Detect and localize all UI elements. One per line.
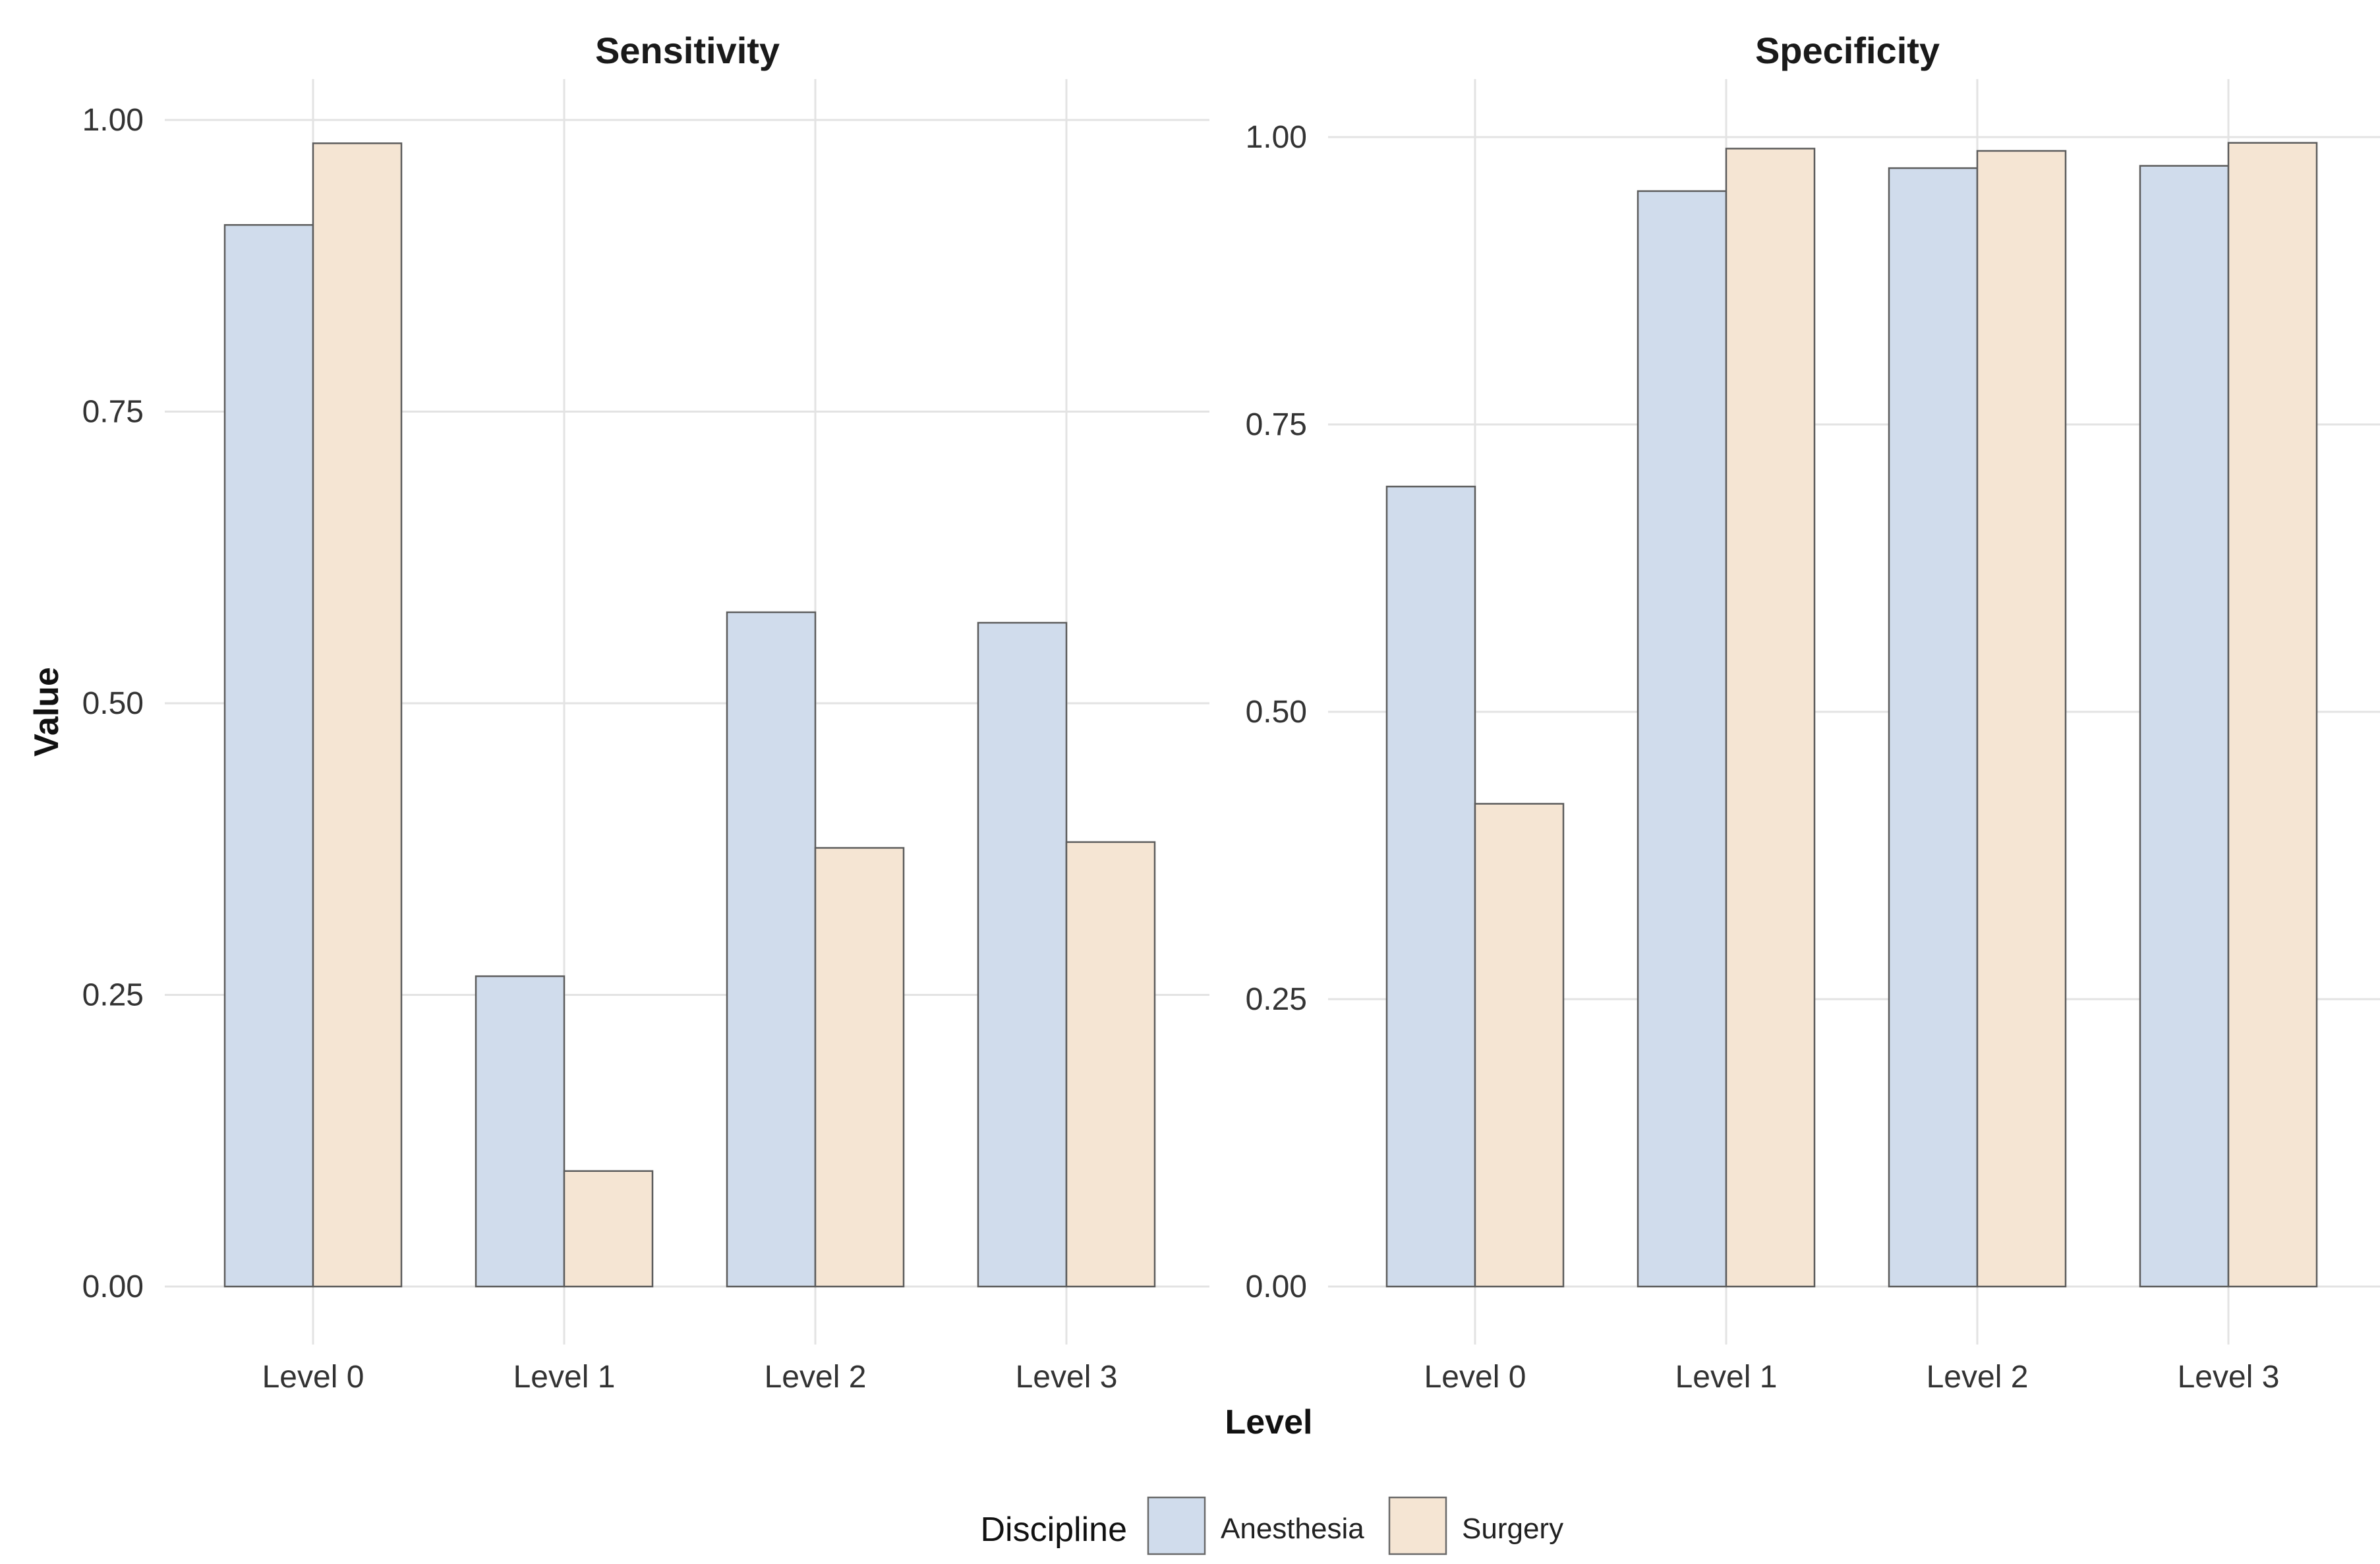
specificity-bar-anesthesia-level-0 bbox=[1385, 485, 1476, 1288]
sensitivity-y-tick-label: 0.50 bbox=[82, 686, 144, 721]
specificity-bar-anesthesia-level-1 bbox=[1637, 190, 1727, 1288]
legend-key-anesthesia bbox=[1147, 1496, 1206, 1555]
sensitivity-y-tick-label: 0.25 bbox=[82, 978, 144, 1013]
specificity-y-ticks: 0.00 0.25 0.50 0.75 1.00 bbox=[1246, 120, 1307, 1304]
legend-title: Discipline bbox=[980, 1511, 1127, 1549]
specificity-x-tick-label: Level 0 bbox=[1424, 1360, 1526, 1395]
sensitivity-panel-title: Sensitivity bbox=[595, 30, 780, 71]
sensitivity-bar-anesthesia-level-1 bbox=[475, 975, 566, 1288]
sensitivity-bar-anesthesia-level-3 bbox=[977, 622, 1068, 1288]
specificity-y-tick-label: 0.25 bbox=[1246, 982, 1307, 1017]
specificity-x-ticks: Level 0 Level 1 Level 2 Level 3 bbox=[1424, 1360, 2280, 1395]
sensitivity-bar-surgery-level-3 bbox=[1065, 841, 1156, 1288]
sensitivity-x-tick-label: Level 3 bbox=[1016, 1360, 1118, 1395]
specificity-y-tick-label: 0.50 bbox=[1246, 695, 1307, 730]
sensitivity-bar-anesthesia-level-0 bbox=[223, 224, 314, 1288]
legend-label-surgery: Surgery bbox=[1462, 1513, 1563, 1545]
specificity-x-tick-label: Level 3 bbox=[2178, 1360, 2280, 1395]
specificity-y-tick-label: 1.00 bbox=[1246, 120, 1307, 155]
sensitivity-bar-surgery-level-2 bbox=[814, 847, 905, 1288]
sensitivity-bar-anesthesia-level-2 bbox=[726, 611, 817, 1288]
sensitivity-y-tick-label: 1.00 bbox=[82, 103, 144, 138]
sensitivity-x-tick-label: Level 1 bbox=[513, 1360, 616, 1395]
legend-key-surgery bbox=[1388, 1496, 1447, 1555]
sensitivity-y-tick-label: 0.00 bbox=[82, 1269, 144, 1304]
x-axis-title: Level bbox=[1225, 1403, 1313, 1441]
specificity-bar-surgery-level-3 bbox=[2227, 142, 2318, 1288]
specificity-bar-anesthesia-level-3 bbox=[2139, 165, 2230, 1288]
sensitivity-bars bbox=[223, 142, 1156, 1288]
legend: Discipline Anesthesia Surgery bbox=[980, 1496, 1563, 1555]
specificity-bars bbox=[1385, 142, 2318, 1288]
legend-label-anesthesia: Anesthesia bbox=[1221, 1513, 1364, 1545]
specificity-bar-anesthesia-level-2 bbox=[1888, 167, 1979, 1288]
sensitivity-panel: 0.000.250.500.751.00 Level 0 Level 1 Level… bbox=[82, 30, 1209, 1395]
sensitivity-y-ticks: 0.00 0.25 0.50 0.75 1.00 bbox=[82, 103, 144, 1304]
specificity-panel: 0.000.250.500.751.00 Level 0 Level 1 Level… bbox=[1246, 30, 2380, 1395]
sensitivity-x-tick-label: Level 2 bbox=[765, 1360, 867, 1395]
sensitivity-bar-surgery-level-0 bbox=[312, 142, 403, 1288]
sensitivity-x-ticks: Level 0 Level 1 Level 2 Level 3 bbox=[262, 1360, 1118, 1395]
sensitivity-bar-surgery-level-1 bbox=[563, 1170, 654, 1288]
sensitivity-x-tick-label: Level 0 bbox=[262, 1360, 364, 1395]
y-axis-title: Value bbox=[28, 667, 66, 757]
specificity-bar-surgery-level-2 bbox=[1976, 150, 2067, 1288]
specificity-y-tick-label: 0.75 bbox=[1246, 407, 1307, 442]
specificity-bar-surgery-level-0 bbox=[1474, 803, 1565, 1288]
specificity-x-tick-label: Level 2 bbox=[1927, 1360, 2029, 1395]
sensitivity-y-tick-label: 0.75 bbox=[82, 395, 144, 430]
specificity-y-tick-label: 0.00 bbox=[1246, 1269, 1307, 1304]
specificity-panel-title: Specificity bbox=[1755, 30, 1940, 71]
specificity-bar-surgery-level-1 bbox=[1725, 148, 1816, 1288]
specificity-x-tick-label: Level 1 bbox=[1675, 1360, 1778, 1395]
